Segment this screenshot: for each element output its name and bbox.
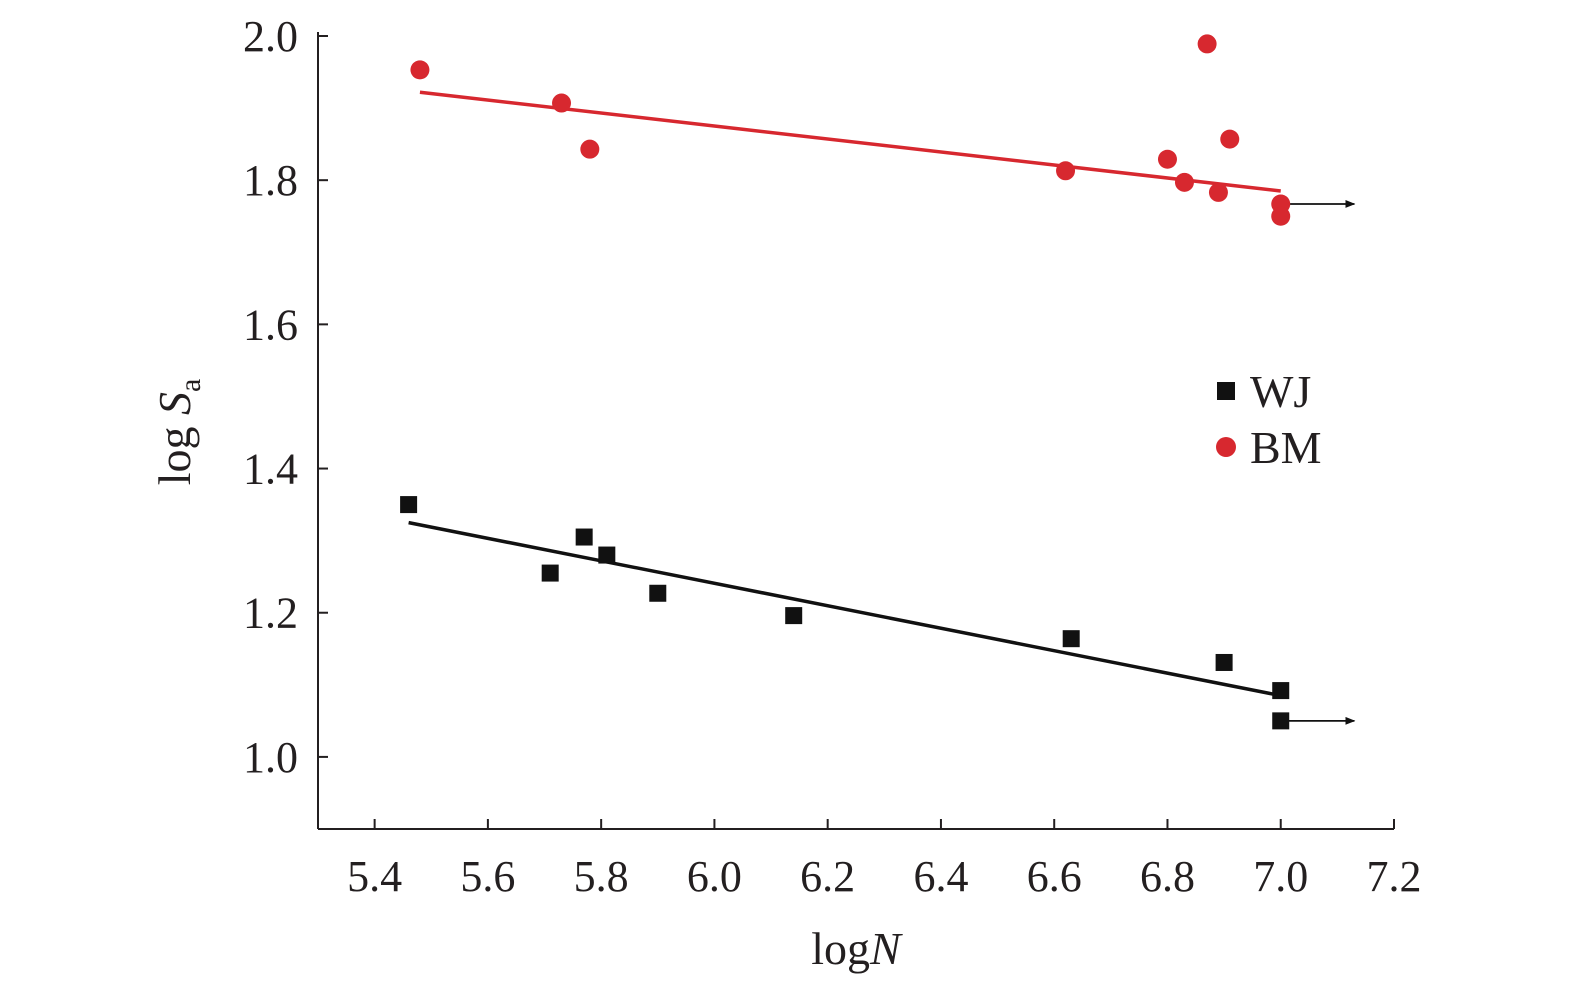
x-tick-label: 6.4 xyxy=(913,852,968,901)
x-axis-title-prefix: log xyxy=(811,923,870,974)
data-point-bm xyxy=(1208,182,1228,202)
x-tick-label: 6.6 xyxy=(1027,852,1082,901)
x-tick-label: 6.2 xyxy=(800,852,855,901)
y-axis-title-prefix: log xyxy=(149,415,200,485)
y-tick-label: 1.8 xyxy=(243,156,298,205)
data-point-wj xyxy=(400,496,418,514)
data-point-wj xyxy=(575,528,593,546)
y-axis-title-variable: S xyxy=(149,392,200,415)
x-tick-label: 7.0 xyxy=(1253,852,1308,901)
legend-label-wj: WJ xyxy=(1250,366,1311,417)
x-tick-label: 7.2 xyxy=(1367,852,1422,901)
y-tick-label: 1.6 xyxy=(243,300,298,349)
data-point-wj xyxy=(1272,682,1290,700)
data-point-wj xyxy=(785,607,803,625)
data-point-bm xyxy=(1157,149,1177,169)
fit-line-bm xyxy=(419,90,1281,193)
y-axis-title: log Sa xyxy=(149,379,207,486)
fit-line-wj xyxy=(408,520,1282,698)
data-point-wj xyxy=(1215,653,1233,671)
data-point-bm xyxy=(1271,206,1291,226)
data-point-bm xyxy=(1056,161,1076,181)
x-tick-label: 6.0 xyxy=(687,852,742,901)
data-point-wj xyxy=(1062,630,1080,648)
data-point-bm xyxy=(1197,34,1217,54)
data-point-bm xyxy=(410,60,430,80)
data-point-bm xyxy=(1220,129,1240,149)
x-tick-label: 5.8 xyxy=(574,852,629,901)
x-axis-title-variable: N xyxy=(869,923,903,974)
data-point-bm xyxy=(580,139,600,159)
x-axis-title: logN xyxy=(811,923,903,974)
x-tick-label: 5.6 xyxy=(460,852,515,901)
y-tick-label: 1.0 xyxy=(243,733,298,782)
y-tick-label: 2.0 xyxy=(243,12,298,61)
data-point-wj xyxy=(649,584,667,602)
legend-marker-wj xyxy=(1217,382,1235,400)
y-tick-label: 1.4 xyxy=(243,445,298,494)
data-point-wj xyxy=(598,546,616,564)
y-axis-title-subscript: a xyxy=(174,379,207,392)
data-point-wj xyxy=(1272,712,1290,730)
data-point-wj xyxy=(541,564,559,582)
legend-marker-bm xyxy=(1216,437,1236,457)
data-point-bm xyxy=(552,93,572,113)
y-tick-label: 1.2 xyxy=(243,589,298,638)
x-tick-label: 6.8 xyxy=(1140,852,1195,901)
x-tick-label: 5.4 xyxy=(347,852,402,901)
legend-label-bm: BM xyxy=(1250,422,1322,473)
data-point-bm xyxy=(1174,172,1194,192)
